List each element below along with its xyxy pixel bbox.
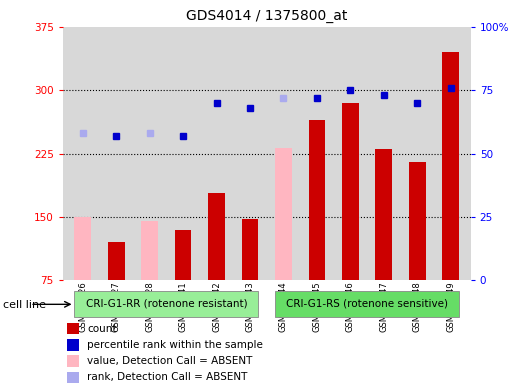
- Bar: [342, 103, 359, 280]
- Bar: [409, 162, 426, 280]
- Bar: [141, 221, 158, 280]
- Bar: [67, 355, 79, 367]
- Text: CRI-G1-RR (rotenone resistant): CRI-G1-RR (rotenone resistant): [86, 299, 247, 309]
- Bar: [74, 217, 91, 280]
- Bar: [74, 291, 258, 317]
- Bar: [175, 230, 191, 280]
- Bar: [275, 148, 292, 280]
- Text: CRI-G1-RS (rotenone sensitive): CRI-G1-RS (rotenone sensitive): [286, 299, 448, 309]
- Bar: [67, 339, 79, 351]
- Bar: [67, 323, 79, 334]
- Bar: [108, 242, 124, 280]
- Bar: [67, 372, 79, 383]
- Bar: [208, 193, 225, 280]
- Text: rank, Detection Call = ABSENT: rank, Detection Call = ABSENT: [87, 372, 247, 382]
- Bar: [309, 120, 325, 280]
- Bar: [275, 291, 459, 317]
- Bar: [376, 149, 392, 280]
- Text: count: count: [87, 323, 117, 334]
- Bar: [242, 218, 258, 280]
- Text: percentile rank within the sample: percentile rank within the sample: [87, 340, 263, 350]
- Title: GDS4014 / 1375800_at: GDS4014 / 1375800_at: [186, 9, 347, 23]
- Text: cell line: cell line: [3, 300, 46, 310]
- Text: value, Detection Call = ABSENT: value, Detection Call = ABSENT: [87, 356, 253, 366]
- Bar: [442, 52, 459, 280]
